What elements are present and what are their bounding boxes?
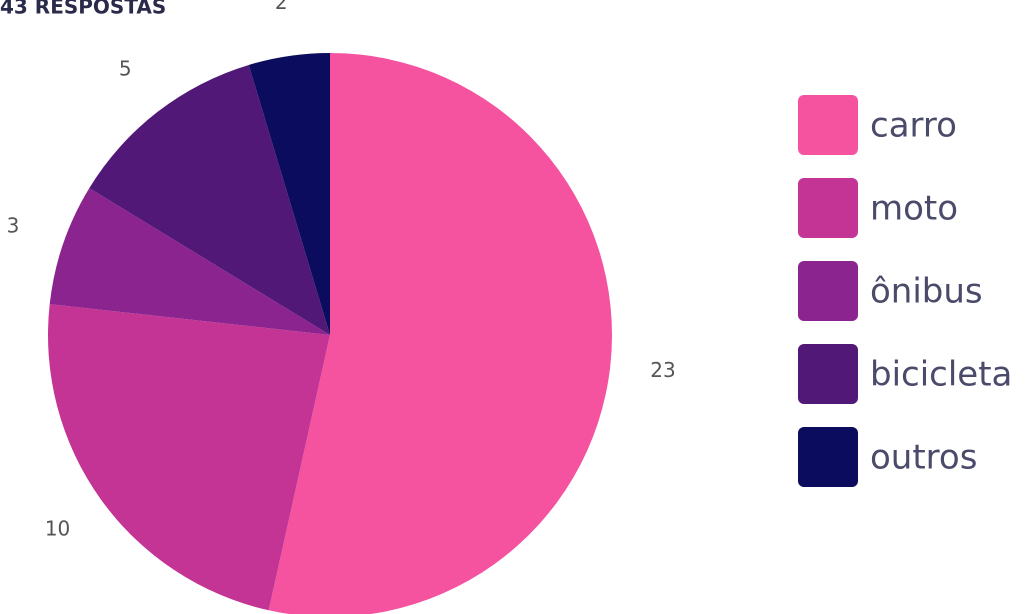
data-label: 3: [7, 213, 20, 237]
legend-label: carro: [870, 106, 957, 146]
legend-swatch: [798, 178, 858, 238]
data-label: 2: [275, 0, 288, 14]
legend-label: moto: [870, 189, 958, 229]
legend-swatch: [798, 344, 858, 404]
legend-swatch: [798, 95, 858, 155]
chart-title: 43 RESPOSTAS: [0, 0, 166, 19]
pie-slice: [49, 188, 331, 335]
pie-slice: [248, 53, 330, 335]
data-label: 5: [119, 56, 132, 80]
legend-swatch: [798, 261, 858, 321]
pie-slice: [89, 64, 331, 335]
data-label: 10: [45, 516, 70, 540]
legend-label: outros: [870, 438, 977, 478]
legend-swatch: [798, 427, 858, 487]
pie-slice: [268, 53, 612, 614]
pie-slice: [48, 304, 331, 611]
legend-label: bicicleta: [870, 355, 1012, 395]
data-label: 23: [650, 358, 675, 382]
legend-label: ônibus: [870, 272, 983, 312]
